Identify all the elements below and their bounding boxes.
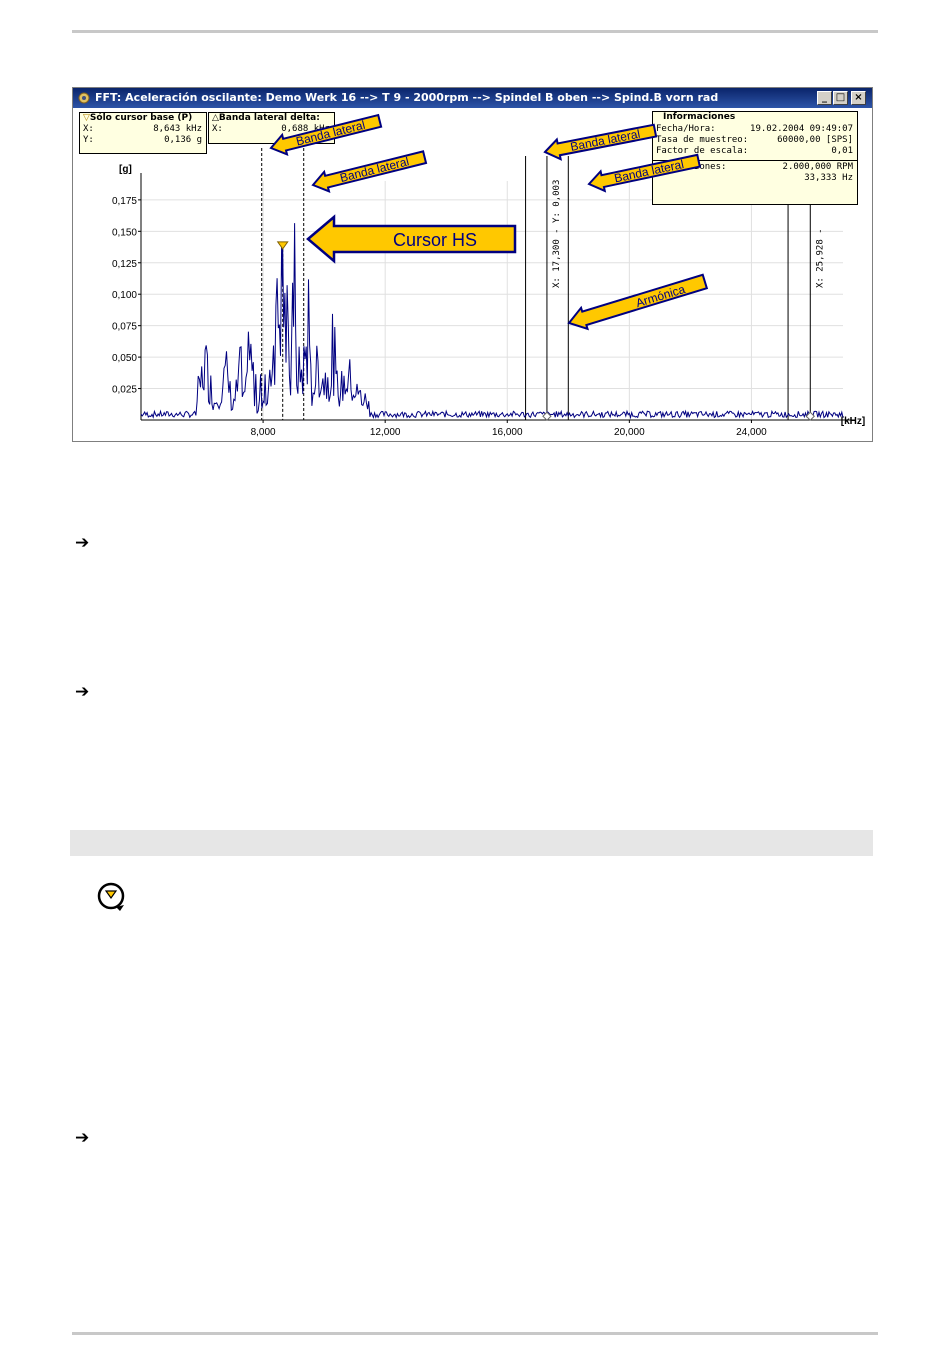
delta-x-value: 0,688 kHz [281,124,330,134]
x-axis-label: [kHz] [841,416,865,427]
close-button[interactable]: × [851,91,866,105]
info-title: Informaciones [663,112,736,122]
x-tick-label: 12,000 [370,427,401,438]
base-cursor-box: ▽Sólo cursor base (P) X: 8,643 kHz Y: 0,13… [79,112,207,154]
minimize-button[interactable]: _ [817,91,832,105]
spectrum-line [140,223,844,420]
harmonic-2-readout: X: 25,928 - [815,228,825,288]
cursor-toolbar-icon [97,882,125,911]
x-tick-label: 20,000 [614,427,645,438]
info-label-rpm: Revoluciones: [656,162,727,172]
base-cursor-title: ▽Sólo cursor base (P) [83,113,193,123]
y-tick-label: 0,150 [112,227,137,238]
peak-cursor-marker[interactable] [276,241,289,250]
delta-icon: △ [212,113,219,123]
fft-window[interactable]: FFT: Aceleración oscilante: Demo Werk 16… [72,87,873,442]
window-titlebar[interactable]: FFT: Aceleración oscilante: Demo Werk 16… [73,88,872,108]
arrow-bullet-3: ➔ [75,1128,90,1148]
info-value-rate: 60000,00 [SPS] [777,135,853,145]
x-tick-label: 8,000 [251,427,276,438]
delta-x-label: X: [212,124,223,134]
section-header-bar [70,830,873,856]
fft-plot-area[interactable]: 0,025 0,050 0,075 0,100 0,125 0,150 0,175 8,000… [73,108,872,441]
info-value-rpm: 2.000,000 RPM [782,162,853,172]
window-title: FFT: Aceleración oscilante: Demo Werk 16… [95,91,719,104]
y-axis-label: [g] [119,164,132,175]
info-label-date: Fecha/Hora: [656,124,716,134]
x-tick-label: 24,000 [736,427,767,438]
info-label-scale: Factor de escala: [656,146,749,156]
y-tick-label: 0,075 [112,322,137,333]
y-tick-label: 0,025 [112,385,137,396]
bottom-rule [72,1332,878,1335]
harmonic-1-readout: X: 17,300 - Y: 0,003 [552,180,562,288]
arrow-bullet-2: ➔ [75,682,90,702]
maximize-button[interactable]: □ [833,91,848,105]
top-rule [72,30,878,33]
delta-title: △Banda lateral delta: [212,113,320,123]
y-tick-label: 0,100 [112,290,137,301]
app-icon [78,92,90,104]
info-value-date: 19.02.2004 09:49:07 [750,124,853,134]
info-label-rate: Tasa de muestreo: [656,135,749,145]
base-y-value: 0,136 g [164,135,202,145]
base-x-value: 8,643 kHz [153,124,202,134]
y-tick-label: 0,050 [112,353,137,364]
info-value-hz: 33,333 Hz [804,173,853,183]
base-cursor-triangle-icon: ▽ [83,113,90,123]
base-y-label: Y: [83,135,94,145]
harmonic-marker[interactable] [542,411,552,421]
info-box: Informaciones Fecha/Hora: 19.02.2004 09:4… [652,111,858,205]
info-value-scale: 0,01 [831,146,853,156]
harmonic-marker[interactable] [805,411,815,421]
y-tick-label: 0,175 [112,196,137,207]
arrow-bullet-1: ➔ [75,533,90,553]
delta-sideband-box: △Banda lateral delta: X: 0,688 kHz [208,112,335,144]
base-x-label: X: [83,124,94,134]
x-tick-label: 16,000 [492,427,523,438]
y-tick-label: 0,125 [112,259,137,270]
